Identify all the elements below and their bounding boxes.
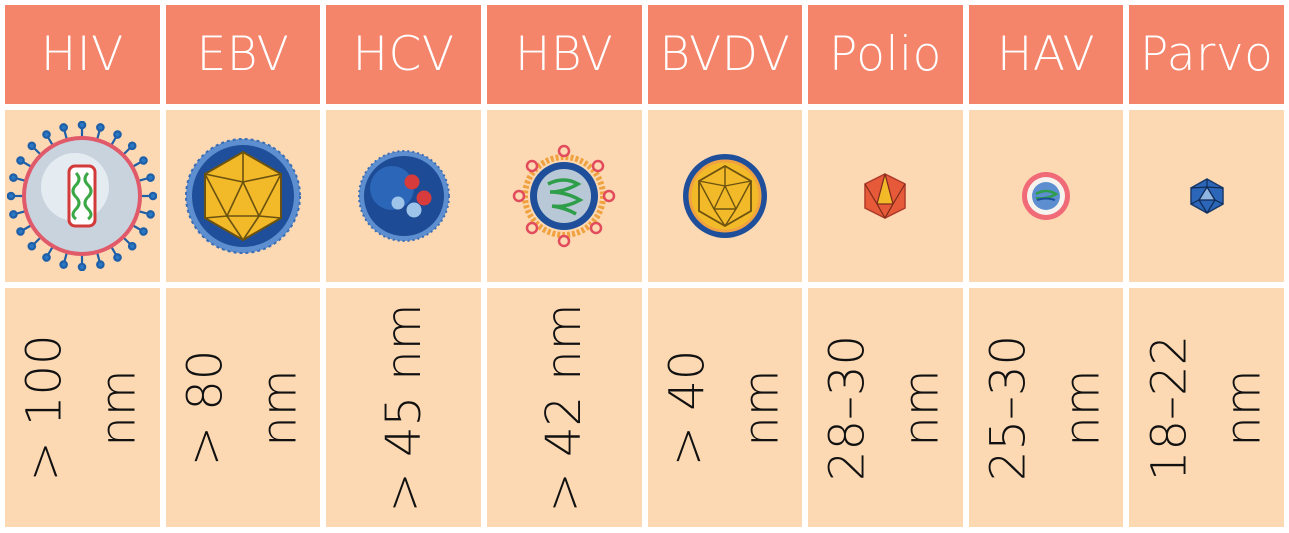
parvo-virion-icon: [1189, 178, 1224, 214]
size-label-hbv: > 42 nm: [535, 303, 592, 512]
size-label-hiv: > 100 nm: [16, 333, 148, 482]
hav-image-cell: [968, 110, 1124, 282]
size-cell-hcv: > 45 nm: [326, 288, 481, 527]
size-label-hav: 25–30 nm: [980, 334, 1112, 481]
hcv-virion-icon: [357, 150, 450, 242]
virus-size-table: HIV EBV HCV HBV BVDV Polio HAV Parvo: [5, 5, 1284, 527]
size-label-ebv: > 80 nm: [177, 349, 308, 466]
parvo-image-cell: [1129, 110, 1284, 282]
hav-virion-icon: [1022, 172, 1071, 220]
virus-name-bvdv: BVDV: [647, 5, 803, 104]
size-cell-ebv: > 80 nm: [165, 288, 321, 527]
bvdv-virion-icon: [682, 154, 767, 238]
size-cell-hbv: > 42 nm: [486, 288, 642, 527]
size-cell-bvdv: > 40 nm: [647, 288, 803, 527]
size-label-polio: 28–30 nm: [820, 334, 951, 481]
bvdv-image-cell: [647, 110, 803, 282]
polio-image-cell: [808, 110, 963, 282]
hbv-image-cell: [486, 110, 642, 282]
virus-name-hcv: HCV: [326, 5, 481, 104]
ebv-virion-icon: [184, 138, 301, 254]
ebv-image-cell: [165, 110, 321, 282]
size-cell-parvo: 18–22 nm: [1129, 288, 1284, 527]
size-label-bvdv: > 40 nm: [659, 349, 790, 466]
size-label-hcv: > 45 nm: [375, 303, 432, 512]
hiv-virion-icon: [7, 121, 158, 271]
hiv-image-cell: [5, 110, 160, 282]
hbv-virion-icon: [512, 144, 616, 248]
size-cell-hav: 25–30 nm: [968, 288, 1124, 527]
size-label-parvo: 18–22 nm: [1141, 334, 1272, 481]
virus-name-ebv: EBV: [165, 5, 321, 104]
virus-name-polio: Polio: [808, 5, 963, 104]
polio-virion-icon: [864, 173, 907, 219]
size-cell-hiv: > 100 nm: [5, 288, 160, 527]
virus-name-parvo: Parvo: [1129, 5, 1284, 104]
size-cell-polio: 28–30 nm: [808, 288, 963, 527]
virus-name-hbv: HBV: [486, 5, 642, 104]
hcv-image-cell: [326, 110, 481, 282]
virus-name-hav: HAV: [968, 5, 1124, 104]
virus-name-hiv: HIV: [5, 5, 160, 104]
